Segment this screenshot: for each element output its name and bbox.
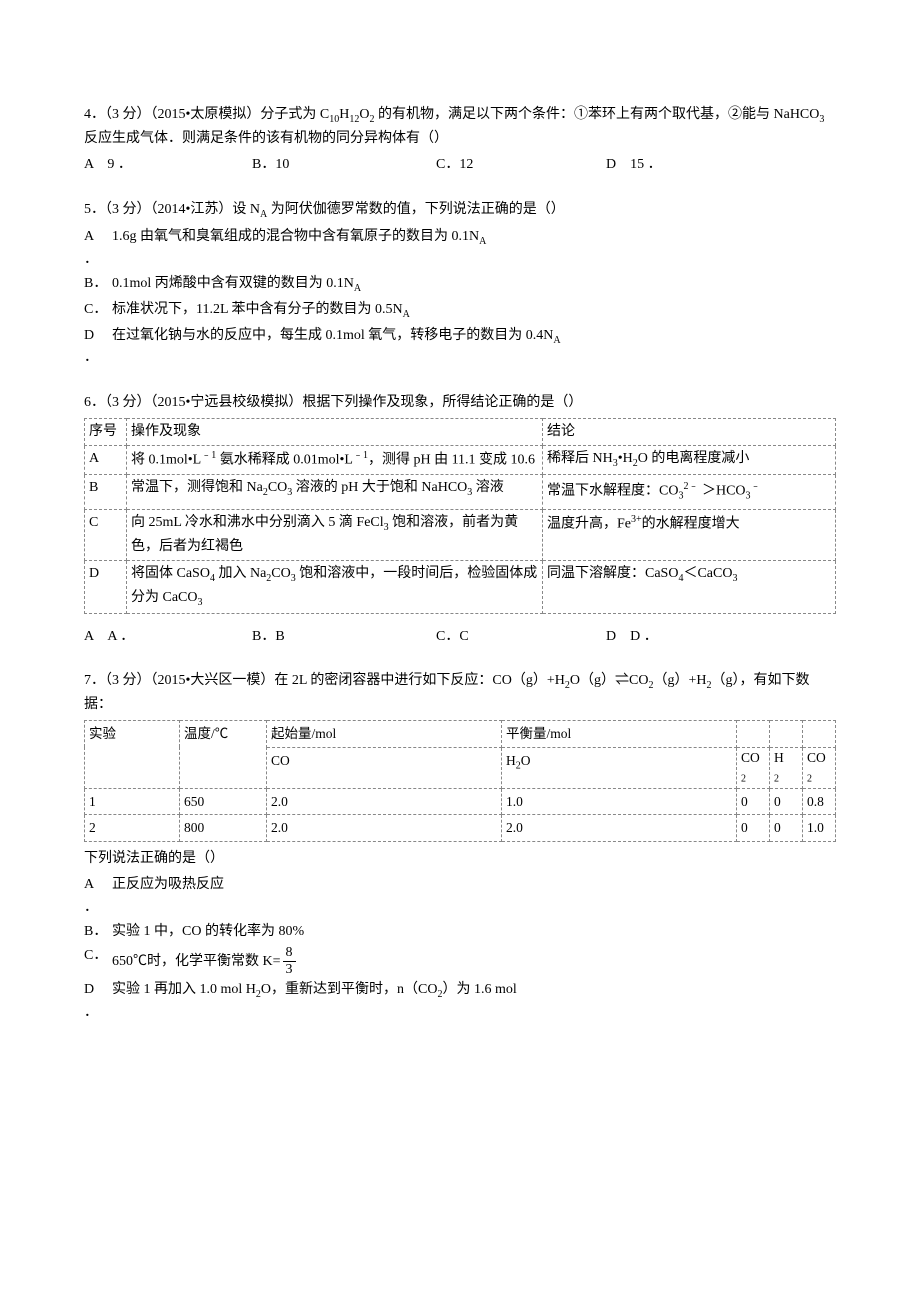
q6-b-res: 常温下水解程度：CO32﹣ ＞HCO3﹣ [543,475,836,509]
question-6: 6．（3 分）（2015•宁远县校级模拟）根据下列操作及现象，所得结论正确的是（… [84,392,836,648]
q5-a-text: 1.6g 由氧气和臭氧组成的混合物中含有氧原子的数目为 0.1NA [112,229,486,244]
q5-items: A ． 1.6g 由氧气和臭氧组成的混合物中含有氧原子的数目为 0.1NA B．… [84,226,836,369]
q6-d-res: 同温下溶解度：CaSO4＜CaCO3 [543,561,836,614]
q6-opt-c: C．C [436,626,606,648]
q4-opt-b: B．10 [252,154,436,176]
q7-stem: 7．（3 分）（2015•大兴区一模）在 2L 的密闭容器中进行如下反应：CO（… [84,670,836,716]
question-5: 5．（3 分）（2014•江苏）设 NA 为阿伏伽德罗常数的值，下列说法正确的是… [84,199,836,370]
q4-opt-c: C．12 [436,154,606,176]
q6-opt-a: A A ． [84,626,252,648]
q5-b-text: 0.1mol 丙烯酸中含有双键的数目为 0.1NA [112,276,361,291]
q6-head-row: 序号 操作及现象 结论 [85,418,836,445]
q4-opt-d: D 15 ． [606,154,756,176]
q6-opt-d: D D ． [606,626,756,648]
q6-c-res: 温度升高，Fe3+的水解程度增大 [543,509,836,560]
q7-head1: 实验 温度/℃ 起始量/mol 平衡量/mol [85,721,836,748]
q5-d-text: 在过氧化钠与水的反应中，每生成 0.1mol 氧气，转移电子的数目为 0.4NA [112,328,561,343]
q6-a-op: 将 0.1mol•L﹣1 氨水稀释成 0.01mol•L﹣1，测得 pH 由 1… [127,446,543,475]
q6-row-c: C向 25mL 冷水和沸水中分别滴入 5 滴 FeCl3 饱和溶液，前者为黄色，… [85,509,836,560]
q6-row-a: A将 0.1mol•L﹣1 氨水稀释成 0.01mol•L﹣1，测得 pH 由 … [85,446,836,475]
q4-options: A 9 ． B．10 C．12 D 15 ． [84,154,836,176]
q4-opt-a: A 9 ． [84,154,252,176]
q7-h2-co: CO [267,747,502,788]
q5-stem: 5．（3 分）（2014•江苏）设 NA 为阿伏伽德罗常数的值，下列说法正确的是… [84,199,836,223]
q6-a-res: 稀释后 NH3•H2O 的电离程度减小 [543,446,836,475]
q7-h2-co2a: CO2 [737,747,770,788]
q7-item-a: A ． 正反应为吸热反应 [84,874,836,919]
q6-stem: 6．（3 分）（2015•宁远县校级模拟）根据下列操作及现象，所得结论正确的是（… [84,392,836,414]
q6-d-op: 将固体 CaSO4 加入 Na2CO3 饱和溶液中，一段时间后，检验固体成分为 … [127,561,543,614]
question-7: 7．（3 分）（2015•大兴区一模）在 2L 的密闭容器中进行如下反应：CO（… [84,670,836,1024]
q7-item-b: B．实验 1 中，CO 的转化率为 80% [84,921,836,943]
q4-stem: 4．（3 分）（2015•太原模拟）分子式为 C10H12O2 的有机物，满足以… [84,104,836,150]
q7-h2-h2: H2 [770,747,803,788]
q7-after: 下列说法正确的是（） [84,848,836,870]
q6-row-b: B常温下，测得饱和 Na2CO3 溶液的 pH 大于饱和 NaHCO3 溶液常温… [85,475,836,509]
q5-item-a: A ． 1.6g 由氧气和臭氧组成的混合物中含有氧原子的数目为 0.1NA [84,226,836,271]
q6-row-d: D将固体 CaSO4 加入 Na2CO3 饱和溶液中，一段时间后，检验固体成分为… [85,561,836,614]
q6-opt-b: B．B [252,626,436,648]
q7-items: A ． 正反应为吸热反应 B．实验 1 中，CO 的转化率为 80% C．650… [84,874,836,1024]
q6-options: A A ． B．B C．C D D ． [84,626,836,648]
q7-row-2: 2 800 2.0 2.0 0 0 1.0 [85,815,836,842]
q7-row-1: 1 650 2.0 1.0 0 0 0.8 [85,788,836,815]
q6-b-op: 常温下，测得饱和 Na2CO3 溶液的 pH 大于饱和 NaHCO3 溶液 [127,475,543,509]
q5-c-text: 标准状况下，11.2L 苯中含有分子的数目为 0.5NA [112,302,410,317]
q7-item-c: C．650℃时，化学平衡常数 K=83 [84,945,836,977]
q7-h2-co2b: CO2 [803,747,836,788]
q6-table: 序号 操作及现象 结论 A将 0.1mol•L﹣1 氨水稀释成 0.01mol•… [84,418,836,614]
q5-item-d: D ． 在过氧化钠与水的反应中，每生成 0.1mol 氧气，转移电子的数目为 0… [84,325,836,370]
q7-h2-h2o: H2O [502,747,737,788]
q7-item-d: D ． 实验 1 再加入 1.0 mol H2O，重新达到平衡时，n（CO2）为… [84,979,836,1024]
q7-d-text: 实验 1 再加入 1.0 mol H2O，重新达到平衡时，n（CO2）为 1.6… [112,982,517,997]
question-4: 4．（3 分）（2015•太原模拟）分子式为 C10H12O2 的有机物，满足以… [84,104,836,177]
q6-c-op: 向 25mL 冷水和沸水中分别滴入 5 滴 FeCl3 饱和溶液，前者为黄色，后… [127,509,543,560]
q5-item-c: C．标准状况下，11.2L 苯中含有分子的数目为 0.5NA [84,299,836,323]
fraction-icon: 83 [283,945,296,977]
q5-item-b: B．0.1mol 丙烯酸中含有双键的数目为 0.1NA [84,273,836,297]
q7-table: 实验 温度/℃ 起始量/mol 平衡量/mol CO H2O CO2 H2 CO… [84,720,836,842]
